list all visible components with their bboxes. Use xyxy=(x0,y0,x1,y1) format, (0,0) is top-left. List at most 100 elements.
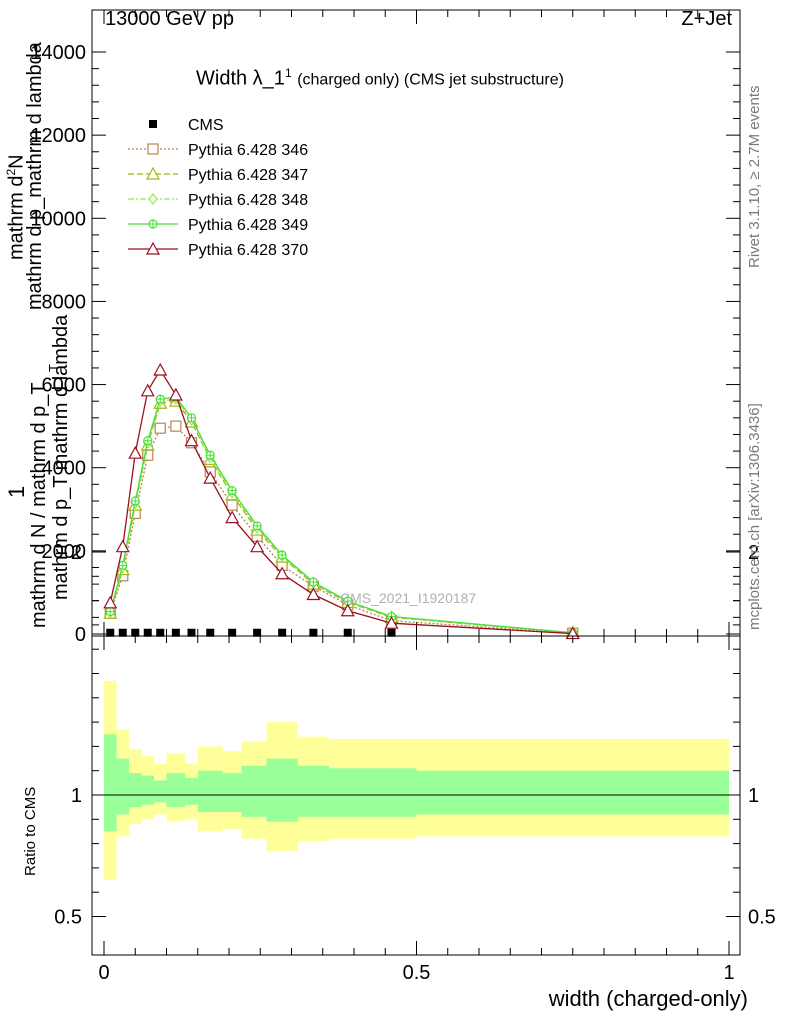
ratio-y-axis-label: Ratio to CMS xyxy=(22,786,39,876)
data-point xyxy=(118,628,127,637)
x-tick-label: 0 xyxy=(98,962,109,984)
data-point xyxy=(206,628,215,637)
data-point xyxy=(131,628,140,637)
y-tick-label: 10000 xyxy=(30,208,86,230)
green-uncertainty-bin xyxy=(266,758,298,822)
legend-entry: CMS xyxy=(149,117,224,134)
mcplots-reference-label: mcplots.cern.ch [arXiv:1306.3436] xyxy=(746,403,763,630)
y-axis-label-one: 1 xyxy=(4,485,29,498)
data-point xyxy=(253,628,262,637)
legend-marker xyxy=(145,166,161,180)
legend-entry: Pythia 6.428 348 xyxy=(128,192,308,209)
data-point xyxy=(275,566,290,580)
data-point xyxy=(168,387,183,401)
chart-title-rest: (charged only) (CMS jet substructure) xyxy=(297,71,564,89)
y-axis-label-overlap: mathrm d p_mathrm d lambda xyxy=(24,42,46,310)
data-point xyxy=(309,628,318,637)
analysis-watermark: CMS_2021_I1920187 xyxy=(340,590,477,606)
data-point xyxy=(225,510,240,524)
green-uncertainty-bin xyxy=(129,773,142,808)
y-tick-label: 8000 xyxy=(42,291,87,313)
green-uncertainty-bin xyxy=(197,770,223,813)
y-tick-label: 12000 xyxy=(30,125,86,147)
legend-marker xyxy=(148,193,158,205)
data-point xyxy=(184,433,199,447)
data-point xyxy=(170,420,182,432)
green-uncertainty-bin xyxy=(154,780,167,803)
legend-marker xyxy=(149,120,157,128)
legend-label: CMS xyxy=(188,117,224,134)
y-axis-label-denominator: mathrm d N / mathrm d p_T xyxy=(28,382,50,628)
legend-entry: Pythia 6.428 370 xyxy=(128,241,308,259)
data-point xyxy=(171,628,180,637)
data-point xyxy=(140,383,155,397)
y-tick-label: 14000 xyxy=(30,42,86,64)
data-point xyxy=(106,628,115,637)
ratio-plot-area: 0.5 0.5 1 1 2 2 0 0.5 1 xyxy=(54,542,776,984)
series-0 xyxy=(106,628,396,637)
series-5 xyxy=(103,362,580,640)
legend-marker xyxy=(147,143,159,155)
data-point xyxy=(153,362,168,376)
legend-entry: Pythia 6.428 347 xyxy=(128,166,308,184)
data-point xyxy=(115,539,130,553)
data-point xyxy=(278,628,287,637)
green-uncertainty-bin xyxy=(222,773,242,813)
x-tick-label: 1 xyxy=(723,962,734,984)
green-uncertainty-bin xyxy=(241,765,267,817)
data-point xyxy=(387,628,396,637)
data-point xyxy=(250,539,265,553)
green-uncertainty-bin xyxy=(185,777,198,805)
legend-label: Pythia 6.428 348 xyxy=(188,192,308,209)
legend-label: Pythia 6.428 370 xyxy=(188,242,308,259)
green-uncertainty-bin xyxy=(297,765,329,817)
collision-energy-label: 13000 GeV pp xyxy=(105,8,234,30)
ratio-y-tick-label: 2 xyxy=(71,542,82,564)
green-uncertainty-bin xyxy=(166,773,186,808)
green-uncertainty-bin xyxy=(141,775,154,805)
ratio-y-tick-label-right: 0.5 xyxy=(748,907,776,929)
chart-title: Width λ_11 (charged only) (CMS jet subst… xyxy=(196,66,564,91)
legend-marker xyxy=(145,241,161,255)
data-point xyxy=(306,587,321,601)
rivet-version-label: Rivet 3.1.10, ≥ 2.7M events xyxy=(746,85,763,269)
green-uncertainty-bin xyxy=(329,768,367,817)
y-tick-label: 4000 xyxy=(42,458,87,480)
legend-entry: Pythia 6.428 349 xyxy=(128,217,308,234)
y-axis-label-lower-overlap: mathrm d p_T mathrm d lambda xyxy=(50,314,72,600)
chart-title-superscript: 1 xyxy=(284,66,292,80)
main-plot-area: 0 2000 4000 6000 8000 10000 12000 14000 xyxy=(30,9,741,646)
ratio-y-tick-label-right: 2 xyxy=(748,542,759,564)
ratio-y-tick-label: 0.5 xyxy=(54,907,82,929)
legend-entry: Pythia 6.428 346 xyxy=(128,142,308,159)
legend: CMS Pythia 6.428 346 Pythia 6.428 347 Pythi… xyxy=(128,117,308,259)
data-point xyxy=(143,628,152,637)
data-point xyxy=(156,628,165,637)
data-point xyxy=(343,628,352,637)
legend-label: Pythia 6.428 349 xyxy=(188,217,308,234)
data-point xyxy=(128,445,143,459)
y-tick-label: 2000 xyxy=(42,541,87,563)
green-uncertainty-bin xyxy=(366,768,417,817)
legend-label: Pythia 6.428 347 xyxy=(188,167,308,184)
y-tick-label: 0 xyxy=(75,624,86,646)
data-point xyxy=(384,615,399,629)
green-uncertainty-bin xyxy=(116,758,129,815)
data-point xyxy=(154,422,166,434)
ratio-y-tick-label-right: 1 xyxy=(748,785,759,807)
data-point xyxy=(228,628,237,637)
data-point xyxy=(103,595,118,609)
green-uncertainty-bin xyxy=(416,770,729,815)
main-frame xyxy=(91,9,741,637)
data-point xyxy=(187,628,196,637)
x-axis-label: width (charged-only) xyxy=(548,986,748,1011)
data-point xyxy=(226,499,238,511)
process-label: Z+Jet xyxy=(681,8,732,30)
y-tick-label: 6000 xyxy=(42,375,87,397)
chart-title-main: Width λ_1 xyxy=(196,67,285,90)
ratio-y-tick-label: 1 xyxy=(71,785,82,807)
data-point xyxy=(340,603,355,617)
green-uncertainty-bin xyxy=(104,734,117,832)
legend-label: Pythia 6.428 346 xyxy=(188,142,308,159)
